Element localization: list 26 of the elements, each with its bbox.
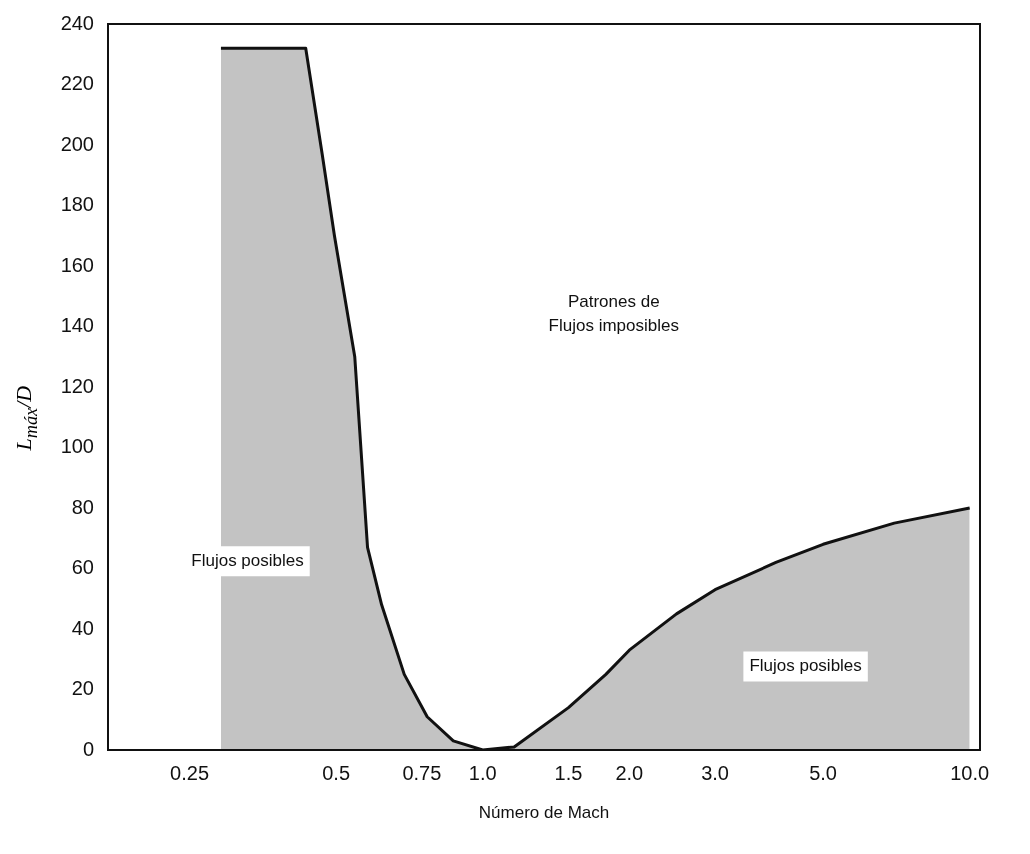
y-tick-label: 200 xyxy=(60,132,94,155)
y-tick-label: 0 xyxy=(82,737,94,760)
x-tick-label: 1.0 xyxy=(468,761,497,784)
x-tick-label: 1.5 xyxy=(554,761,583,784)
y-tick-label: 180 xyxy=(60,193,94,216)
x-tick-label: 10.0 xyxy=(950,761,990,784)
y-tick-label: 240 xyxy=(60,11,94,34)
y-tick-label: 100 xyxy=(60,435,94,458)
y-tick-label: 220 xyxy=(60,72,94,95)
y-tick-label: 140 xyxy=(60,314,94,337)
y-tick-label: 60 xyxy=(71,556,94,579)
annotation: Flujos posibles xyxy=(749,656,862,676)
y-tick-label: 40 xyxy=(71,616,94,639)
x-tick-label: 3.0 xyxy=(701,761,729,784)
x-tick-label: 0.5 xyxy=(322,761,351,784)
x-tick-label: 5.0 xyxy=(809,761,837,784)
x-tick-label: 0.75 xyxy=(402,761,442,784)
x-tick-label: 2.0 xyxy=(615,761,644,784)
y-tick-label: 120 xyxy=(60,374,94,397)
x-tick-label: 0.25 xyxy=(170,761,210,784)
annotation: Patrones de Flujos imposibles xyxy=(548,292,679,336)
y-tick-label: 80 xyxy=(71,495,94,518)
annotation: Flujos posibles xyxy=(191,550,304,570)
y-tick-label: 20 xyxy=(71,677,94,700)
x-axis-title: Número de Mach xyxy=(478,803,610,823)
y-tick-label: 160 xyxy=(60,253,94,276)
